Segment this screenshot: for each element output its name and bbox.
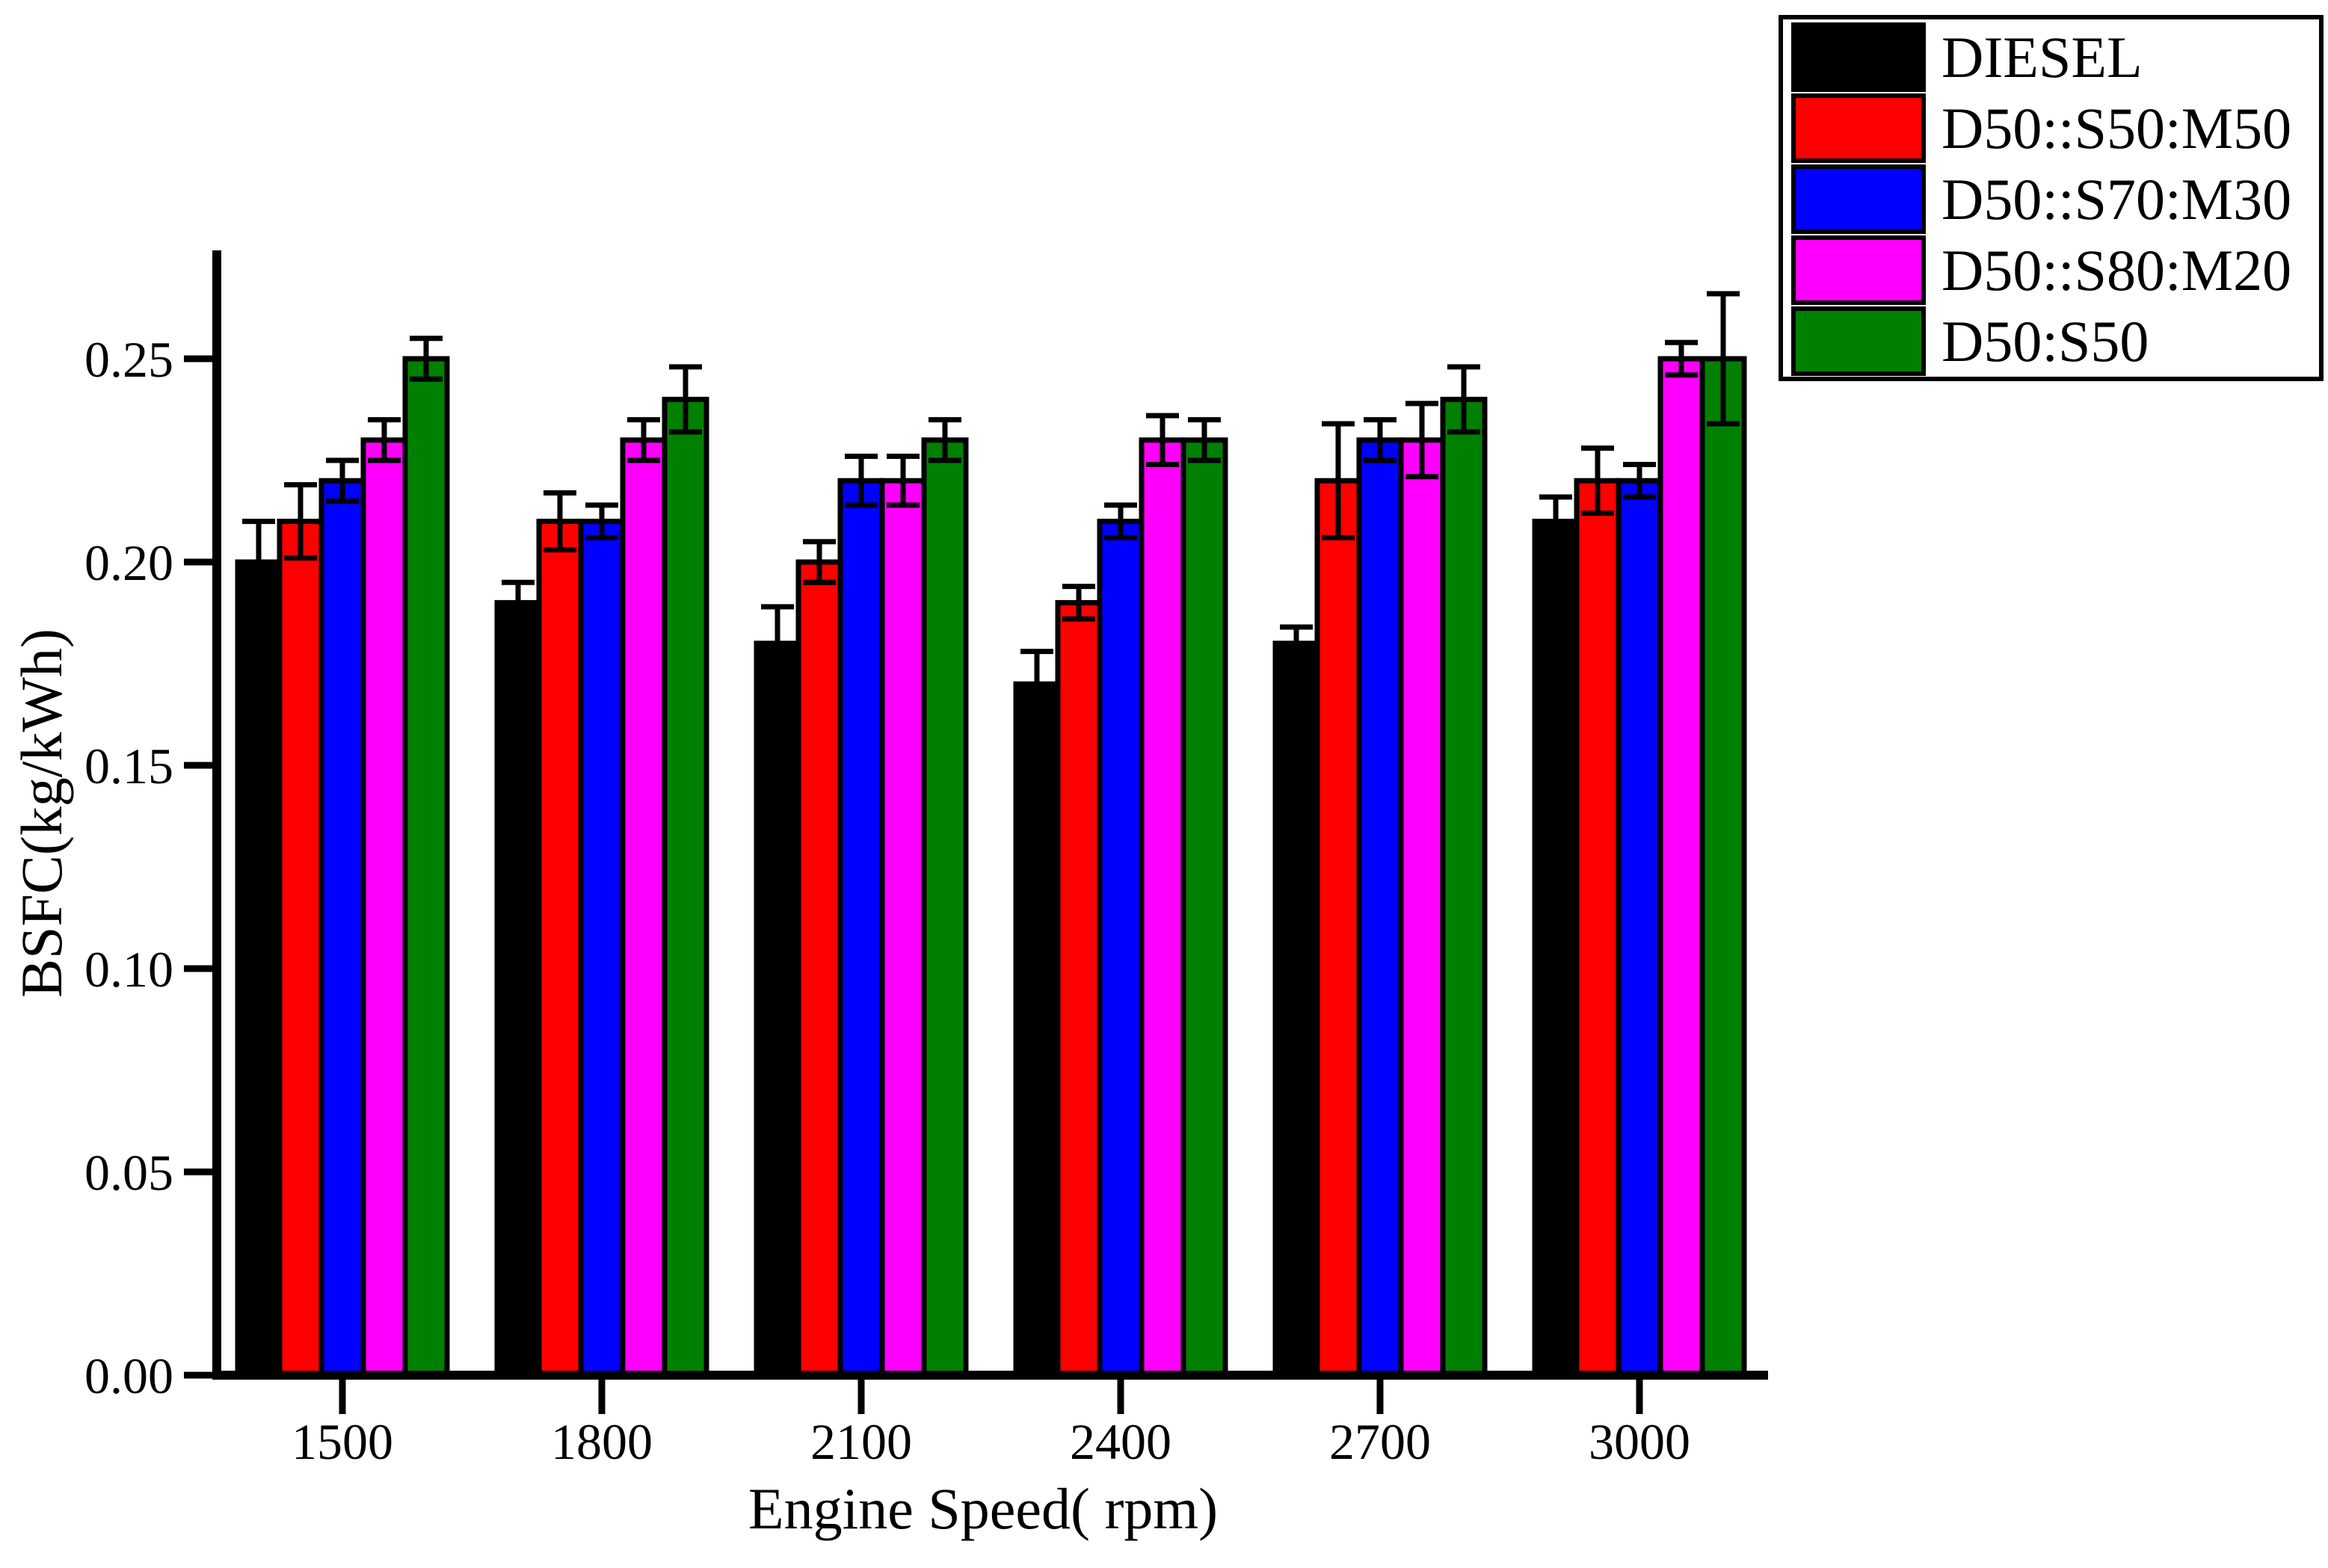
bar-DIESEL-3000 (1532, 519, 1580, 1378)
bar-DIESEL-2400 (1013, 681, 1061, 1378)
error-bar-DIESEL-1800 (502, 579, 535, 626)
legend-swatch (1791, 235, 1926, 305)
legend-item-DIESEL: DIESEL (1791, 22, 2143, 92)
error-bar-D50::S80:M20-1500 (368, 417, 401, 463)
bar-D50::S50:M50-1800 (536, 519, 584, 1378)
bar-D50::S50:M50-2400 (1055, 599, 1103, 1378)
error-bar-DIESEL-2400 (1020, 649, 1053, 720)
x-tick-label: 2100 (810, 1413, 912, 1470)
bar-D50::S50:M50-2100 (795, 559, 843, 1378)
x-tick-label: 2700 (1329, 1413, 1431, 1470)
error-bar-DIESEL-1500 (242, 519, 275, 605)
error-bar-D50::S80:M20-3000 (1665, 339, 1698, 378)
bar-DIESEL-1800 (494, 599, 542, 1378)
bar-D50:S50-3000 (1699, 356, 1747, 1378)
error-bar-D50:S50-3000 (1707, 291, 1740, 427)
bar-D50::S50:M50-2700 (1314, 478, 1362, 1378)
error-bar-D50::S70:M30-3000 (1623, 461, 1656, 500)
bar-D50:S50-1500 (402, 356, 450, 1378)
bar-D50:S50-2400 (1180, 437, 1228, 1378)
x-tick-label: 1500 (292, 1413, 393, 1470)
error-bar-D50::S50:M50-2700 (1322, 421, 1355, 540)
error-bars-layer (242, 291, 1740, 720)
bar-D50::S80:M20-2400 (1139, 437, 1186, 1378)
bar-D50:S50-2700 (1440, 396, 1488, 1378)
error-bar-D50::S70:M30-2700 (1364, 417, 1397, 463)
bar-D50::S80:M20-2700 (1398, 437, 1446, 1378)
y-tick-label: 0.00 (84, 1348, 173, 1404)
bar-D50:S50-1800 (662, 396, 709, 1378)
error-bar-D50:S50-2100 (929, 417, 961, 463)
bars-layer (235, 356, 1747, 1378)
error-bar-D50:S50-1500 (410, 336, 443, 382)
error-bar-DIESEL-2100 (761, 604, 794, 683)
bar-D50::S70:M30-2700 (1356, 437, 1404, 1378)
error-bar-D50::S80:M20-1800 (627, 417, 660, 463)
legend: DIESELD50::S50:M50D50::S70:M30D50::S80:M… (1779, 15, 2324, 381)
legend-item-D50::S80:M20: D50::S80:M20 (1791, 235, 2291, 305)
bar-DIESEL-1500 (235, 559, 283, 1378)
legend-item-D50::S50:M50: D50::S50:M50 (1791, 93, 2291, 163)
legend-item-D50:S50: D50:S50 (1791, 306, 2149, 376)
bar-DIESEL-2100 (754, 641, 801, 1378)
bar-D50::S50:M50-3000 (1574, 478, 1622, 1378)
error-bar-D50::S50:M50-1500 (284, 482, 317, 561)
bar-D50::S80:M20-2100 (879, 478, 927, 1378)
x-tick-label: 2400 (1070, 1413, 1171, 1470)
bar-D50::S80:M20-3000 (1657, 356, 1705, 1378)
error-bar-DIESEL-3000 (1539, 494, 1572, 549)
bar-D50::S50:M50-1500 (277, 519, 324, 1378)
error-bar-D50:S50-2700 (1447, 364, 1480, 435)
y-tick-label: 0.10 (84, 941, 173, 998)
bar-D50::S70:M30-1500 (318, 478, 366, 1378)
y-axis-ticks: 0.00 0.05 0.10 0.15 0.20 0.25 (84, 331, 217, 1404)
bar-D50::S80:M20-1500 (360, 437, 408, 1378)
error-bar-DIESEL-2700 (1280, 624, 1313, 663)
x-axis-ticks: 1500 1800 2100 2400 2700 3000 (292, 1375, 1690, 1470)
x-tick-label: 3000 (1589, 1413, 1690, 1470)
error-bar-D50::S80:M20-2100 (887, 454, 920, 508)
x-tick-label: 1800 (551, 1413, 653, 1470)
legend-label: D50::S50:M50 (1941, 96, 2291, 161)
y-axis-title: BSFC(kg/kWh) (9, 629, 74, 998)
error-bar-D50::S70:M30-2400 (1104, 502, 1137, 540)
bar-D50::S70:M30-3000 (1616, 478, 1663, 1378)
error-bar-D50::S80:M20-2400 (1146, 413, 1179, 467)
error-bar-D50:S50-1800 (669, 364, 702, 435)
bar-D50::S80:M20-1800 (620, 437, 668, 1378)
legend-swatch (1791, 22, 1926, 92)
error-bar-D50::S50:M50-2100 (803, 539, 836, 585)
legend-label: DIESEL (1941, 25, 2143, 90)
bar-D50::S70:M30-1800 (578, 519, 626, 1378)
legend-label: D50::S70:M30 (1941, 167, 2291, 232)
axes-layer (212, 250, 1768, 1380)
x-axis-title: Engine Speed( rpm) (748, 1476, 1218, 1541)
y-tick-label: 0.15 (84, 738, 173, 794)
y-tick-label: 0.05 (84, 1144, 173, 1201)
error-bar-D50::S70:M30-1500 (326, 457, 359, 504)
legend-label: D50:S50 (1941, 309, 2149, 374)
error-bar-D50::S70:M30-2100 (845, 454, 878, 508)
legend-swatch (1791, 93, 1926, 163)
error-bar-D50::S50:M50-2400 (1062, 584, 1095, 622)
legend-label: D50::S80:M20 (1941, 238, 2291, 303)
bar-D50:S50-2100 (921, 437, 969, 1378)
error-bar-D50::S50:M50-3000 (1581, 445, 1614, 516)
bar-D50::S70:M30-2400 (1097, 519, 1145, 1378)
error-bar-D50:S50-2400 (1188, 417, 1221, 463)
error-bar-D50::S50:M50-1800 (543, 490, 576, 553)
legend-swatch (1791, 164, 1926, 234)
bar-D50::S70:M30-2100 (837, 478, 885, 1378)
legend-swatch (1791, 306, 1926, 376)
error-bar-D50::S80:M20-2700 (1405, 401, 1438, 480)
error-bar-D50::S70:M30-1800 (585, 502, 618, 540)
legend-item-D50::S70:M30: D50::S70:M30 (1791, 164, 2291, 234)
y-tick-label: 0.20 (84, 534, 173, 591)
y-tick-label: 0.25 (84, 331, 173, 388)
bar-DIESEL-2700 (1272, 641, 1320, 1378)
